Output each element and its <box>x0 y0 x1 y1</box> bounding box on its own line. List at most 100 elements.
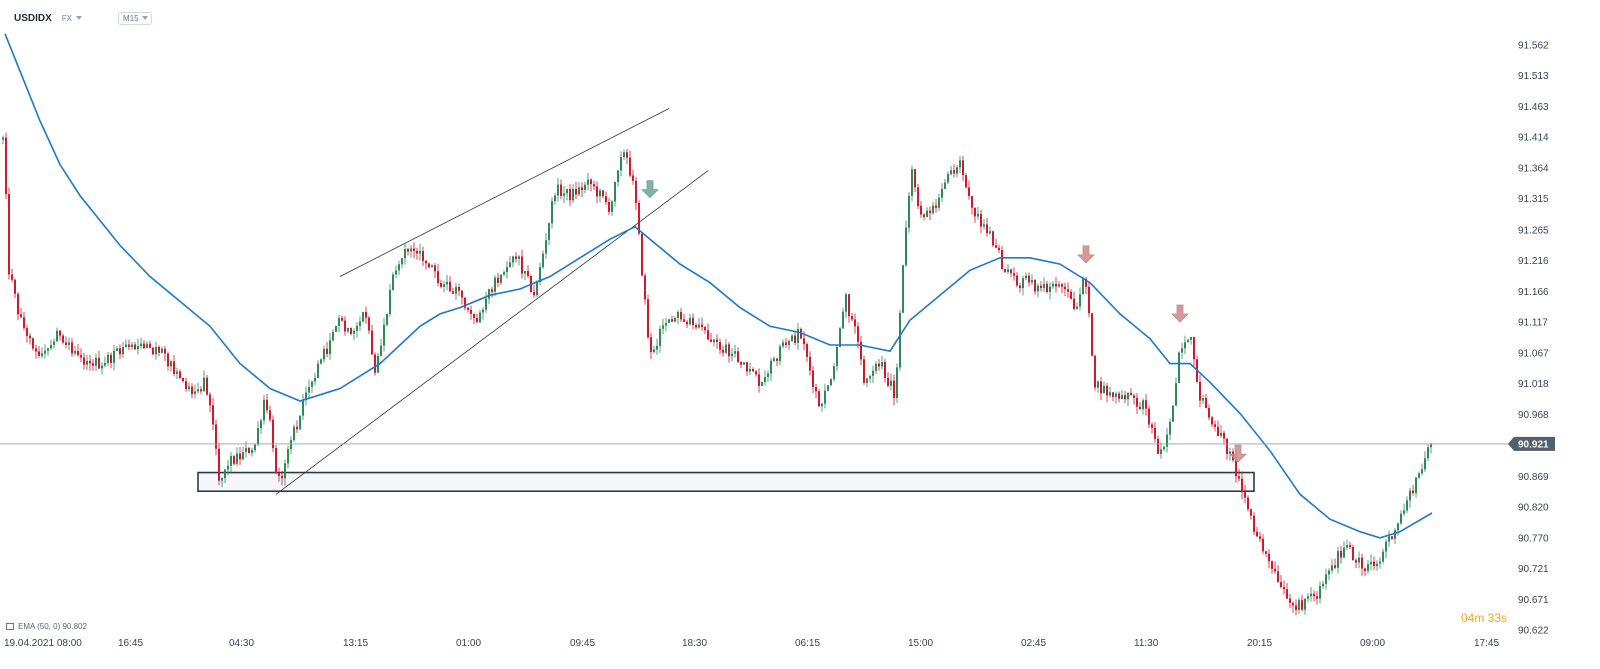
candle <box>1400 510 1402 526</box>
candle <box>137 338 139 355</box>
candle <box>818 389 820 408</box>
candle <box>1031 274 1033 286</box>
candle <box>536 280 538 298</box>
candle <box>383 317 385 352</box>
candle <box>5 132 7 200</box>
candle <box>689 313 691 326</box>
candle <box>215 419 217 456</box>
candle <box>230 452 232 473</box>
candle <box>749 362 751 376</box>
candle <box>311 380 313 393</box>
candle <box>572 184 574 203</box>
candle <box>866 377 868 388</box>
symbol-label[interactable]: USDIDX <box>14 12 52 24</box>
candle <box>1277 565 1279 583</box>
candle <box>116 346 118 351</box>
candle <box>1253 512 1255 536</box>
candle <box>1361 553 1363 576</box>
candle <box>155 341 157 360</box>
candle <box>875 361 877 375</box>
instrument-type-selector[interactable]: FX <box>62 14 83 23</box>
candle <box>512 255 514 268</box>
candle <box>248 446 250 454</box>
candle <box>1181 342 1183 359</box>
y-tick-label: 91.265 <box>1518 225 1549 236</box>
candle <box>239 447 241 465</box>
candle <box>1283 580 1285 595</box>
candle <box>782 339 784 349</box>
candle <box>629 150 631 178</box>
candle <box>41 347 43 359</box>
candle <box>1127 392 1129 407</box>
candle <box>59 329 61 341</box>
candle <box>209 392 211 413</box>
candle <box>410 244 412 258</box>
candle <box>1289 593 1291 609</box>
candle <box>107 351 109 367</box>
y-tick-label: 90.622 <box>1518 626 1549 637</box>
candle <box>632 169 634 185</box>
candle <box>1304 598 1306 615</box>
candle <box>86 354 88 370</box>
candle <box>1241 471 1243 500</box>
candle <box>776 358 778 366</box>
y-tick-label: 91.562 <box>1518 41 1549 52</box>
candle <box>692 313 694 330</box>
candle <box>1112 391 1114 401</box>
candle <box>140 337 142 349</box>
candle <box>146 341 148 349</box>
candle <box>299 415 301 431</box>
candle <box>869 374 871 383</box>
timeframe-selector[interactable]: M15 <box>118 11 152 25</box>
candle <box>1115 391 1117 404</box>
y-tick-label: 91.166 <box>1518 287 1549 298</box>
candle <box>770 357 772 381</box>
candle <box>269 405 271 423</box>
candle <box>848 293 850 323</box>
candle <box>47 347 49 356</box>
candle <box>464 297 466 311</box>
candle <box>584 181 586 194</box>
candle <box>1319 581 1321 604</box>
candle <box>1178 351 1180 384</box>
candle <box>404 243 406 265</box>
candle <box>872 365 874 383</box>
candle <box>101 362 103 375</box>
candle <box>485 291 487 313</box>
candle <box>218 442 220 486</box>
indicator-legend[interactable]: EMA (50, 0) 90.802 <box>6 622 87 631</box>
candle <box>293 424 295 442</box>
candle <box>287 445 289 469</box>
candle <box>1136 393 1138 414</box>
indicator-settings-icon[interactable] <box>6 623 14 630</box>
candle <box>374 352 376 376</box>
timeframe-label: M15 <box>123 13 139 23</box>
candle <box>1325 568 1327 590</box>
candle <box>89 354 91 371</box>
candle <box>743 362 745 365</box>
candle <box>560 179 562 200</box>
candle <box>131 341 133 350</box>
candle <box>1058 280 1060 288</box>
candle <box>431 264 433 268</box>
candle <box>206 374 208 396</box>
candle <box>224 469 226 483</box>
candle <box>596 181 598 204</box>
trend-line-1 <box>339 108 670 277</box>
candle <box>212 397 214 431</box>
candle <box>1388 530 1390 547</box>
candle <box>92 358 94 371</box>
candle <box>176 367 178 380</box>
candle <box>353 328 355 341</box>
candle <box>608 198 610 216</box>
candle <box>701 317 703 331</box>
candle <box>1271 560 1273 574</box>
candle <box>434 263 436 278</box>
candle <box>863 355 865 385</box>
candle <box>1211 415 1213 428</box>
candle <box>113 344 115 371</box>
candle <box>395 265 397 279</box>
candle <box>1334 558 1336 570</box>
candle <box>932 201 934 215</box>
